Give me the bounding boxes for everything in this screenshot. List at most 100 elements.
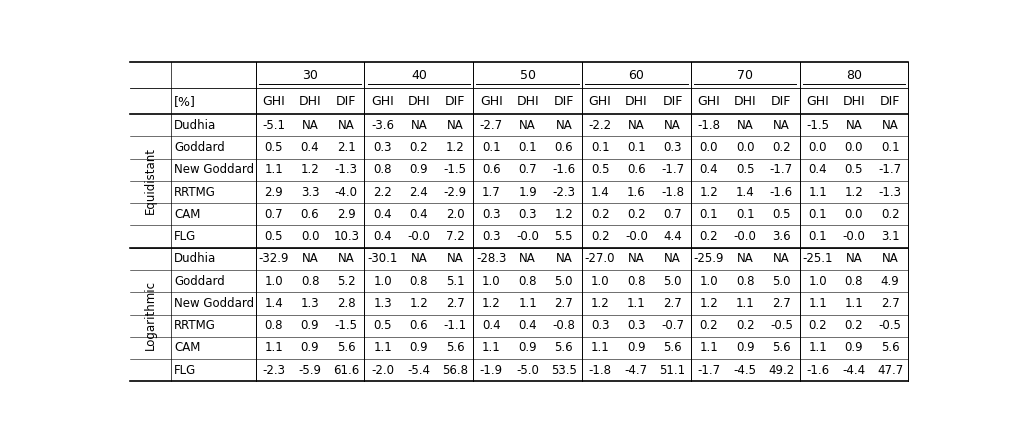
Text: DHI: DHI — [298, 95, 321, 108]
Text: 3.3: 3.3 — [301, 186, 319, 198]
Text: 51.1: 51.1 — [659, 364, 685, 377]
Text: 5.6: 5.6 — [555, 341, 573, 354]
Text: RRTMG: RRTMG — [174, 186, 216, 198]
Text: 2.0: 2.0 — [446, 208, 464, 221]
Text: 0.4: 0.4 — [519, 319, 537, 332]
Text: -25.1: -25.1 — [803, 252, 833, 266]
Text: NA: NA — [845, 252, 862, 266]
Text: 0.9: 0.9 — [300, 319, 319, 332]
Text: New Goddard: New Goddard — [174, 297, 255, 310]
Text: -0.0: -0.0 — [734, 230, 756, 243]
Text: 1.2: 1.2 — [844, 186, 863, 198]
Text: 0.1: 0.1 — [627, 141, 646, 154]
Text: 5.6: 5.6 — [663, 341, 682, 354]
Text: 0.5: 0.5 — [772, 208, 791, 221]
Text: 0.3: 0.3 — [663, 141, 681, 154]
Text: 0.5: 0.5 — [736, 163, 754, 176]
Text: 5.0: 5.0 — [555, 275, 573, 288]
Text: NA: NA — [447, 252, 463, 266]
Text: 0.9: 0.9 — [409, 341, 428, 354]
Text: -5.4: -5.4 — [407, 364, 431, 377]
Text: 61.6: 61.6 — [334, 364, 360, 377]
Text: -25.9: -25.9 — [694, 252, 724, 266]
Text: NA: NA — [520, 119, 536, 132]
Text: Goddard: Goddard — [174, 141, 224, 154]
Text: Logarithmic: Logarithmic — [145, 279, 157, 350]
Text: 1.4: 1.4 — [590, 186, 610, 198]
Text: -1.3: -1.3 — [335, 163, 358, 176]
Text: 1.0: 1.0 — [265, 275, 283, 288]
Text: -0.5: -0.5 — [770, 319, 793, 332]
Text: 2.2: 2.2 — [373, 186, 392, 198]
Text: 0.9: 0.9 — [736, 341, 754, 354]
Text: 1.1: 1.1 — [627, 297, 646, 310]
Text: -2.7: -2.7 — [480, 119, 502, 132]
Text: 0.1: 0.1 — [700, 208, 718, 221]
Text: 0.7: 0.7 — [519, 163, 537, 176]
Text: NA: NA — [737, 252, 753, 266]
Text: 50: 50 — [520, 69, 536, 82]
Text: NA: NA — [664, 119, 681, 132]
Text: NA: NA — [773, 119, 790, 132]
Text: -4.7: -4.7 — [625, 364, 648, 377]
Text: 1.4: 1.4 — [265, 297, 283, 310]
Text: 0.5: 0.5 — [373, 319, 392, 332]
Text: 0.4: 0.4 — [373, 208, 392, 221]
Text: -1.8: -1.8 — [698, 119, 721, 132]
Text: -1.6: -1.6 — [769, 186, 793, 198]
Text: 0.5: 0.5 — [590, 163, 610, 176]
Text: 0.8: 0.8 — [519, 275, 537, 288]
Text: 1.2: 1.2 — [300, 163, 319, 176]
Text: -1.7: -1.7 — [661, 163, 684, 176]
Text: 2.7: 2.7 — [663, 297, 682, 310]
Text: DHI: DHI — [407, 95, 430, 108]
Text: 1.2: 1.2 — [409, 297, 429, 310]
Text: 4.9: 4.9 — [881, 275, 900, 288]
Text: 0.0: 0.0 — [845, 141, 863, 154]
Text: -1.6: -1.6 — [806, 364, 829, 377]
Text: -1.8: -1.8 — [588, 364, 612, 377]
Text: -32.9: -32.9 — [259, 252, 289, 266]
Text: 5.2: 5.2 — [337, 275, 356, 288]
Text: 0.3: 0.3 — [590, 319, 610, 332]
Text: 53.5: 53.5 — [551, 364, 577, 377]
Text: 0.2: 0.2 — [772, 141, 791, 154]
Text: RRTMG: RRTMG — [174, 319, 216, 332]
Text: DIF: DIF — [771, 95, 792, 108]
Text: Dudhia: Dudhia — [174, 119, 216, 132]
Text: 47.7: 47.7 — [878, 364, 903, 377]
Text: DHI: DHI — [625, 95, 648, 108]
Text: 1.1: 1.1 — [736, 297, 754, 310]
Text: 5.6: 5.6 — [772, 341, 791, 354]
Text: 0.0: 0.0 — [736, 141, 754, 154]
Text: 0.2: 0.2 — [736, 319, 754, 332]
Text: 5.6: 5.6 — [446, 341, 464, 354]
Text: 0.1: 0.1 — [519, 141, 537, 154]
Text: -0.0: -0.0 — [407, 230, 431, 243]
Text: 0.2: 0.2 — [809, 319, 827, 332]
Text: 2.7: 2.7 — [446, 297, 464, 310]
Text: 0.4: 0.4 — [482, 319, 500, 332]
Text: -2.2: -2.2 — [588, 119, 612, 132]
Text: NA: NA — [447, 119, 463, 132]
Text: 1.9: 1.9 — [519, 186, 537, 198]
Text: 2.9: 2.9 — [337, 208, 356, 221]
Text: 2.1: 2.1 — [337, 141, 356, 154]
Text: 5.1: 5.1 — [446, 275, 464, 288]
Text: 0.7: 0.7 — [663, 208, 682, 221]
Text: 2.7: 2.7 — [881, 297, 900, 310]
Text: 0.5: 0.5 — [265, 141, 283, 154]
Text: 0.5: 0.5 — [845, 163, 863, 176]
Text: 1.2: 1.2 — [700, 297, 718, 310]
Text: 0.8: 0.8 — [736, 275, 754, 288]
Text: 1.1: 1.1 — [844, 297, 863, 310]
Text: 1.3: 1.3 — [373, 297, 392, 310]
Text: -1.9: -1.9 — [480, 364, 502, 377]
Text: -2.0: -2.0 — [371, 364, 394, 377]
Text: 1.0: 1.0 — [590, 275, 610, 288]
Text: 0.6: 0.6 — [555, 141, 573, 154]
Text: GHI: GHI — [588, 95, 612, 108]
Text: NA: NA — [845, 119, 862, 132]
Text: -1.7: -1.7 — [769, 163, 793, 176]
Text: -1.6: -1.6 — [552, 163, 575, 176]
